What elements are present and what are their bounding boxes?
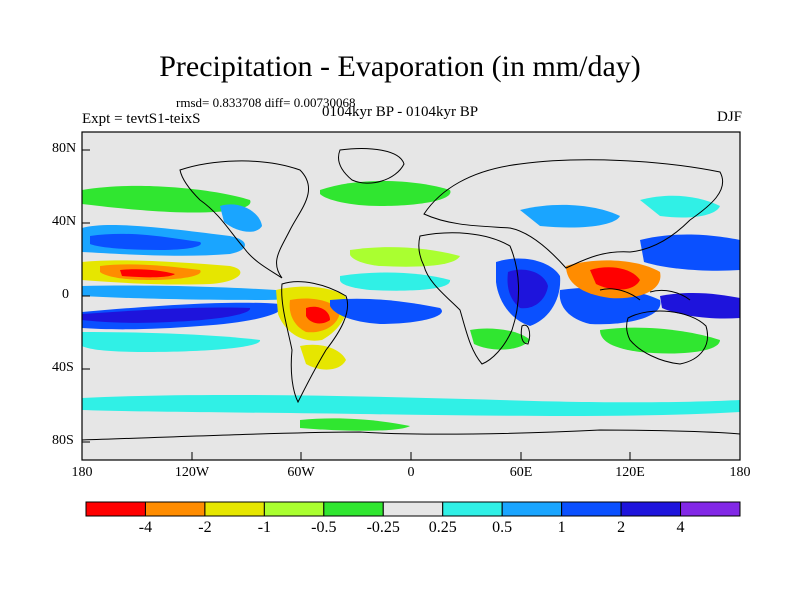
- coast-eurasia: [423, 159, 724, 269]
- field-blob: [350, 247, 460, 267]
- field-blob: [640, 234, 740, 271]
- axis-ticks: [81, 149, 741, 460]
- field-blob: [330, 298, 442, 324]
- experiment-label: Expt = tevtS1-teixS: [82, 111, 201, 127]
- colorbar-tick-label: 0.25: [428, 519, 457, 536]
- field-blob: [300, 344, 346, 370]
- field-blob: [82, 332, 261, 352]
- coastlines: [82, 148, 740, 441]
- colorbar-swatch: [382, 501, 444, 517]
- lat-label-40n: 40N: [52, 214, 77, 229]
- field-blob: [660, 292, 740, 319]
- colorbar-swatch: [204, 501, 265, 517]
- colorbar-swatch: [680, 501, 741, 517]
- colorbar-tick-label: -4: [138, 519, 153, 536]
- coast-africa: [418, 232, 519, 365]
- field-blob: [82, 307, 251, 323]
- colorbar-tick-label: 2: [617, 519, 626, 536]
- coast-south-america: [281, 281, 348, 404]
- field-blob: [82, 185, 251, 213]
- field-blob: [220, 204, 262, 232]
- colorbar-swatch: [144, 501, 206, 517]
- field-blob: [470, 328, 530, 350]
- lat-label-40s: 40S: [52, 360, 74, 375]
- colorbar-tick-label: -2: [198, 519, 212, 536]
- lon-label-60w: 60W: [287, 465, 315, 480]
- colorbar-tick-label: -0.25: [366, 519, 400, 536]
- lat-label-0: 0: [62, 287, 69, 302]
- lon-label-120w: 120W: [174, 465, 210, 480]
- field-blob: [306, 306, 330, 324]
- field-blob: [300, 418, 410, 431]
- field-blob: [520, 204, 620, 228]
- colorbar-swatch: [323, 501, 384, 517]
- plot-title: Precipitation - Evaporation (in mm/day): [159, 50, 641, 83]
- lon-label-180w: 180: [71, 465, 93, 480]
- field-blob: [90, 233, 201, 250]
- colorbar-tick-label: 4: [676, 519, 685, 536]
- colorbar-tick-label: 1: [557, 519, 566, 536]
- lon-label-60e: 60E: [509, 465, 533, 480]
- field-blob: [82, 285, 304, 300]
- coast-antarctica: [82, 429, 740, 441]
- colorbar-tick-label: 0.5: [492, 519, 513, 536]
- coast-maritime: [599, 288, 691, 301]
- lon-label-180e: 180: [729, 465, 751, 480]
- coast-greenland: [338, 148, 405, 184]
- colorbar-tick-label: -0.5: [311, 519, 337, 536]
- colorbar-swatch: [442, 501, 503, 517]
- lon-label-120e: 120E: [615, 465, 645, 480]
- lat-label-80n: 80N: [52, 141, 77, 156]
- precip-evap-field: [82, 180, 740, 431]
- colorbar-swatch: [85, 501, 146, 517]
- field-blob: [82, 394, 740, 416]
- field-blob: [120, 269, 175, 278]
- field-blob: [340, 272, 451, 291]
- stats-text: rmsd= 0.833708 diff= 0.00730068: [176, 95, 356, 110]
- lat-label-80s: 80S: [52, 433, 74, 448]
- season-label: DJF: [716, 109, 742, 125]
- coast-north-america: [179, 160, 310, 279]
- field-blob: [320, 180, 451, 206]
- colorbar-swatch: [620, 501, 682, 517]
- coast-madagascar: [520, 324, 531, 345]
- coast-australia: [626, 310, 708, 365]
- colorbar: [85, 501, 741, 517]
- period-label: 0104kyr BP - 0104kyr BP: [322, 104, 479, 120]
- colorbar-swatch: [263, 501, 325, 517]
- colorbar-swatch: [501, 501, 563, 517]
- field-blob: [590, 267, 640, 290]
- field-blob: [600, 327, 720, 354]
- lon-label-0: 0: [407, 465, 415, 480]
- colorbar-tick-label: -1: [257, 519, 272, 536]
- colorbar-swatch: [561, 501, 622, 517]
